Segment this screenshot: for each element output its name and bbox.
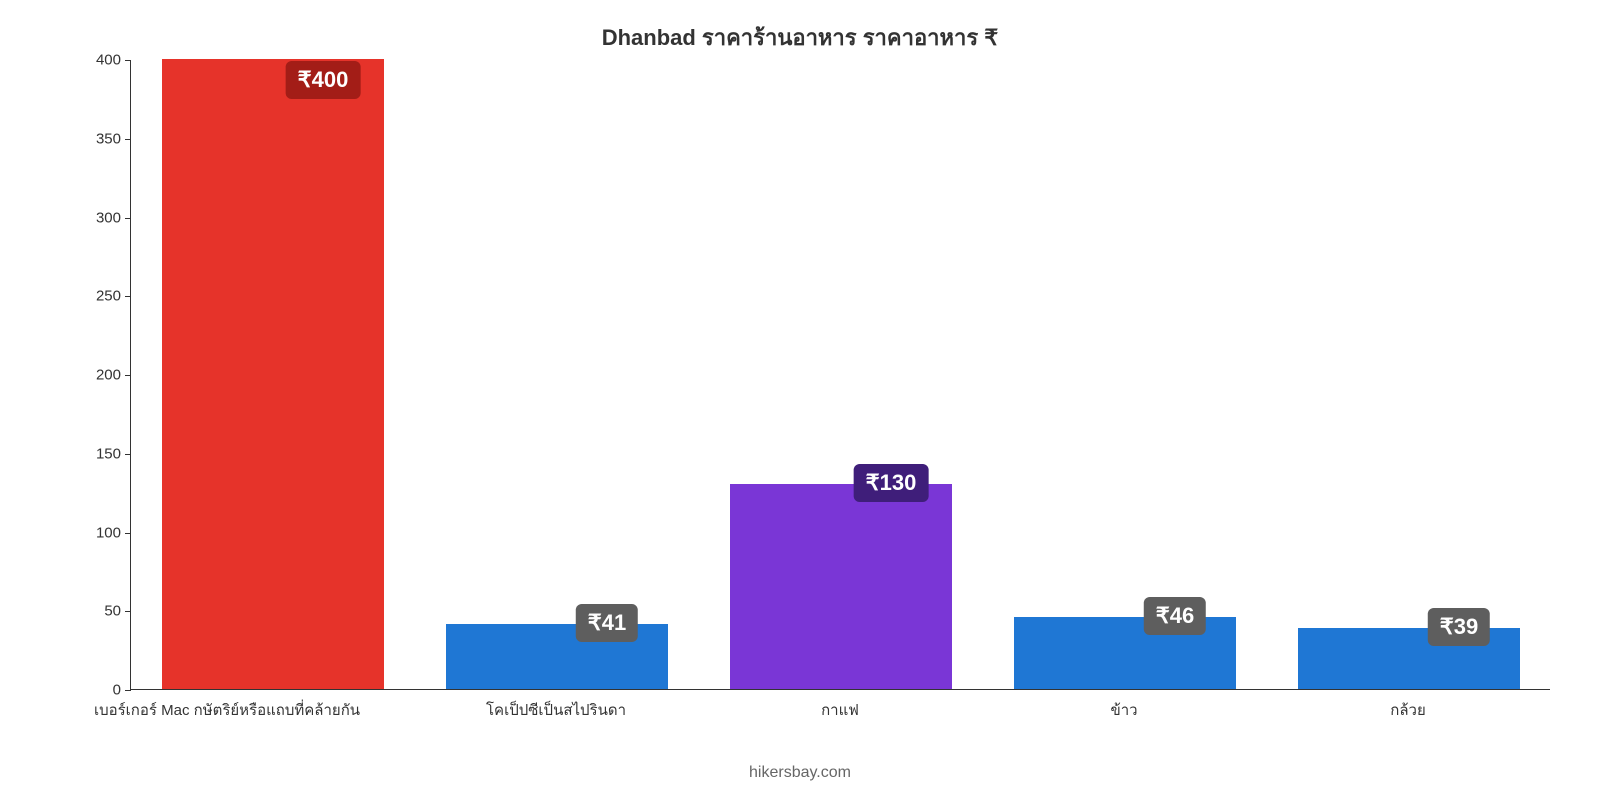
bar [162, 59, 384, 689]
attribution: hikersbay.com [0, 764, 1600, 782]
plot-area: ₹400₹41₹130₹46₹39 0501001502002503003504… [130, 60, 1550, 690]
value-badge: ₹41 [576, 604, 638, 642]
bar [730, 484, 952, 689]
y-tick-mark [125, 139, 131, 140]
y-tick-mark [125, 533, 131, 534]
x-axis-labels: เบอร์เกอร์ Mac กษัตริย์หรือแถบที่คล้ายกั… [130, 690, 1550, 740]
bars-layer: ₹400 ₹41 ₹130 ₹46 ₹39 [131, 60, 1550, 689]
value-badge: ₹130 [854, 464, 929, 502]
chart-title: Dhanbad ราคาร้านอาหาร ราคาอาหาร ₹ [0, 20, 1600, 55]
y-tick-mark [125, 218, 131, 219]
x-tick-label: โคเป็ปซีเป็นสไปรินดา [486, 698, 626, 722]
value-badge: ₹39 [1428, 608, 1490, 646]
x-tick-label: กาแฟ [821, 698, 859, 722]
x-tick-label: ข้าว [1110, 698, 1137, 722]
value-badge: ₹46 [1144, 597, 1206, 635]
x-tick-label: เบอร์เกอร์ Mac กษัตริย์หรือแถบที่คล้ายกั… [94, 698, 360, 722]
y-tick-mark [125, 611, 131, 612]
y-tick-mark [125, 375, 131, 376]
value-badge: ₹400 [286, 61, 361, 99]
x-tick-label: กล้วย [1390, 698, 1426, 722]
y-tick-mark [125, 454, 131, 455]
bar-chart: Dhanbad ราคาร้านอาหาร ราคาอาหาร ₹ ₹400₹4… [0, 0, 1600, 800]
y-tick-mark [125, 296, 131, 297]
y-tick-mark [125, 60, 131, 61]
